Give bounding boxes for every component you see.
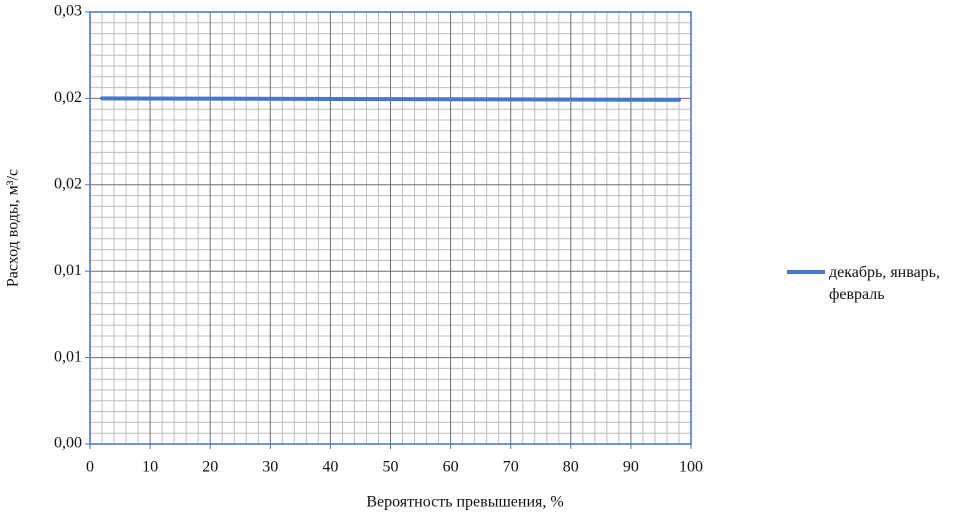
y-tick-label: 0,01 <box>54 348 82 365</box>
x-tick-label: 20 <box>202 459 218 476</box>
x-tick-label: 100 <box>679 459 703 476</box>
y-tick-label: 0,02 <box>54 175 82 192</box>
y-axis-title: Расход воды, м³/с <box>5 169 22 287</box>
y-tick-label: 0,01 <box>54 262 82 279</box>
series-line <box>100 96 681 102</box>
x-tick-label: 60 <box>443 459 459 476</box>
y-tick-label: 0,00 <box>54 435 82 452</box>
x-tick-label: 50 <box>383 459 399 476</box>
x-tick-label: 70 <box>503 459 519 476</box>
x-tick-label: 0 <box>86 459 94 476</box>
legend-label: декабрь, январь, февраль <box>829 264 940 303</box>
x-axis-title: Вероятность превышения, % <box>366 494 563 511</box>
x-tick-label: 30 <box>262 459 278 476</box>
x-tick-label: 40 <box>322 459 338 476</box>
plot-frame <box>89 11 692 445</box>
x-tick-label: 80 <box>563 459 579 476</box>
y-tick-label: 0,03 <box>54 3 82 20</box>
x-tick-label: 10 <box>142 459 158 476</box>
x-tick-label: 90 <box>623 459 639 476</box>
y-tick-label: 0,02 <box>54 89 82 106</box>
